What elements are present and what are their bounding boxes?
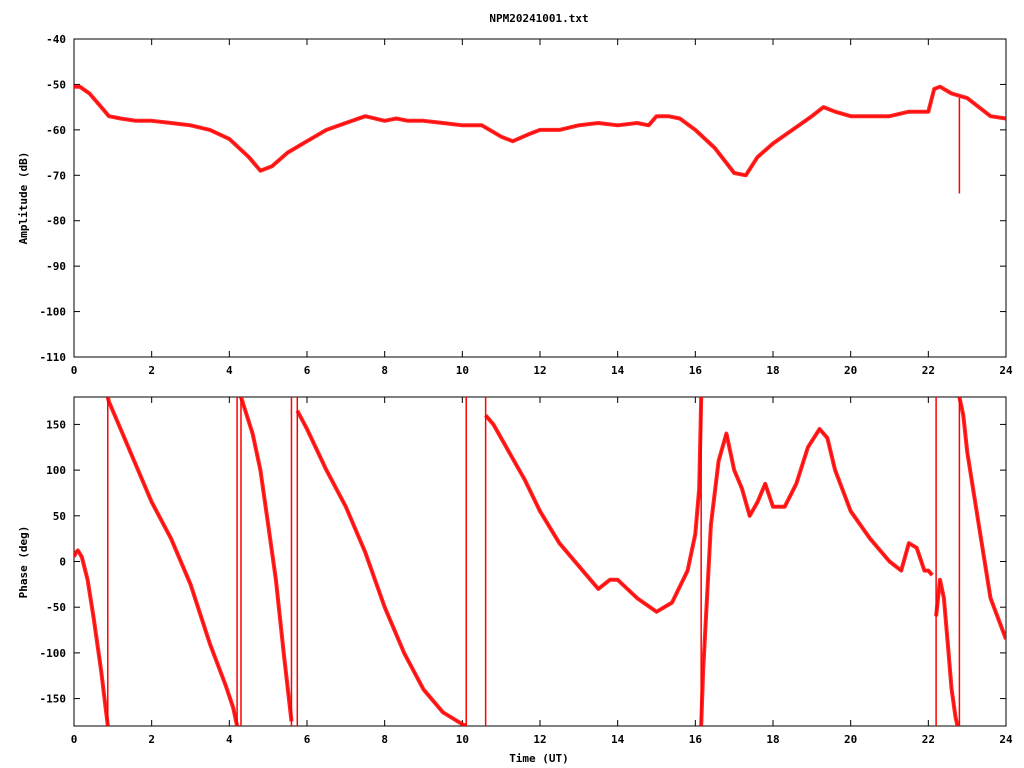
amplitude-y-tick-label: -50 — [46, 78, 66, 91]
phase-plot-frame — [73, 396, 1007, 727]
amplitude-x-tick-label: 14 — [611, 364, 625, 377]
phase-series-band — [239, 397, 294, 722]
phase-series-line — [296, 410, 467, 726]
amplitude-x-tick-label: 4 — [226, 364, 233, 377]
phase-y-tick-label: -150 — [40, 693, 67, 706]
amplitude-y-tick-label: -110 — [40, 351, 67, 364]
phase-series-band — [957, 397, 1006, 640]
phase-y-tick-label: -100 — [40, 647, 67, 660]
phase-x-axis-label: Time (UT) — [509, 752, 569, 765]
amplitude-x-tick-label: 20 — [844, 364, 857, 377]
amplitude-series-band — [74, 84, 1006, 178]
phase-x-tick-label: 4 — [226, 733, 233, 746]
phase-y-tick-label: -50 — [46, 601, 66, 614]
amplitude-series-line — [74, 86, 1006, 176]
phase-x-tick-label: 12 — [533, 733, 546, 746]
amplitude-plot: Amplitude (dB) 0 2 4 6 8 10 12 14 16 18 20 22 24-40-… — [17, 33, 1013, 377]
amplitude-y-tick-label: -40 — [46, 33, 66, 46]
phase-x-tick-label: 18 — [766, 733, 779, 746]
amplitude-x-tick-label: 8 — [381, 364, 388, 377]
phase-series-line — [700, 428, 933, 726]
chart-title: NPM20241001.txt — [489, 12, 588, 25]
amplitude-y-tick-label: -90 — [46, 260, 66, 273]
amplitude-y-tick-label: -60 — [46, 124, 66, 137]
amplitude-y-tick-label: -70 — [46, 169, 66, 182]
phase-y-tick-label: 100 — [46, 464, 66, 477]
amplitude-x-tick-label: 16 — [689, 364, 703, 377]
phase-x-tick-label: 20 — [844, 733, 857, 746]
amplitude-x-tick-label: 6 — [304, 364, 311, 377]
amplitude-series-group — [74, 84, 1006, 194]
amplitude-x-tick-label: 2 — [148, 364, 155, 377]
phase-series-group — [74, 397, 1006, 726]
amplitude-x-tick-label: 10 — [456, 364, 469, 377]
phase-series-line — [935, 579, 958, 726]
phase-y-axis-label: Phase (deg) — [17, 526, 30, 599]
amplitude-y-axis-label: Amplitude (dB) — [17, 152, 30, 245]
phase-series-band — [934, 577, 960, 726]
phase-series-line — [240, 397, 292, 722]
amplitude-x-tick-label: 12 — [533, 364, 546, 377]
amplitude-x-tick-label: 18 — [766, 364, 779, 377]
phase-plot: Phase (deg) Time (UT) 0 2 4 6 8 10 12 14 16 18 20 2… — [17, 396, 1013, 765]
phase-series-line — [107, 397, 238, 726]
amplitude-y-tick-label: -100 — [40, 306, 67, 319]
phase-x-tick-label: 6 — [304, 733, 311, 746]
amplitude-plot-frame — [73, 38, 1007, 358]
phase-x-tick-label: 14 — [611, 733, 625, 746]
phase-x-tick-label: 2 — [148, 733, 155, 746]
phase-x-tick-label: 22 — [922, 733, 935, 746]
phase-series-band — [295, 409, 468, 726]
phase-x-tick-label: 0 — [71, 733, 78, 746]
phase-x-tick-label: 8 — [381, 733, 388, 746]
phase-y-tick-label: 50 — [53, 510, 66, 523]
amplitude-x-tick-label: 24 — [999, 364, 1013, 377]
phase-series-band — [105, 397, 240, 726]
phase-x-tick-label: 16 — [689, 733, 703, 746]
phase-series-band — [74, 548, 110, 726]
amplitude-y-tick-label: -80 — [46, 215, 66, 228]
phase-series-line — [74, 549, 109, 726]
phase-series-line — [958, 397, 1006, 640]
phase-y-tick-label: 0 — [59, 556, 66, 569]
phase-x-tick-label: 24 — [999, 733, 1013, 746]
phase-series-line — [485, 397, 702, 613]
phase-y-tick-label: 150 — [46, 418, 66, 431]
amplitude-x-tick-label: 22 — [922, 364, 935, 377]
phase-x-tick-label: 10 — [456, 733, 469, 746]
phase-series-band — [484, 397, 704, 614]
amplitude-x-tick-label: 0 — [71, 364, 78, 377]
